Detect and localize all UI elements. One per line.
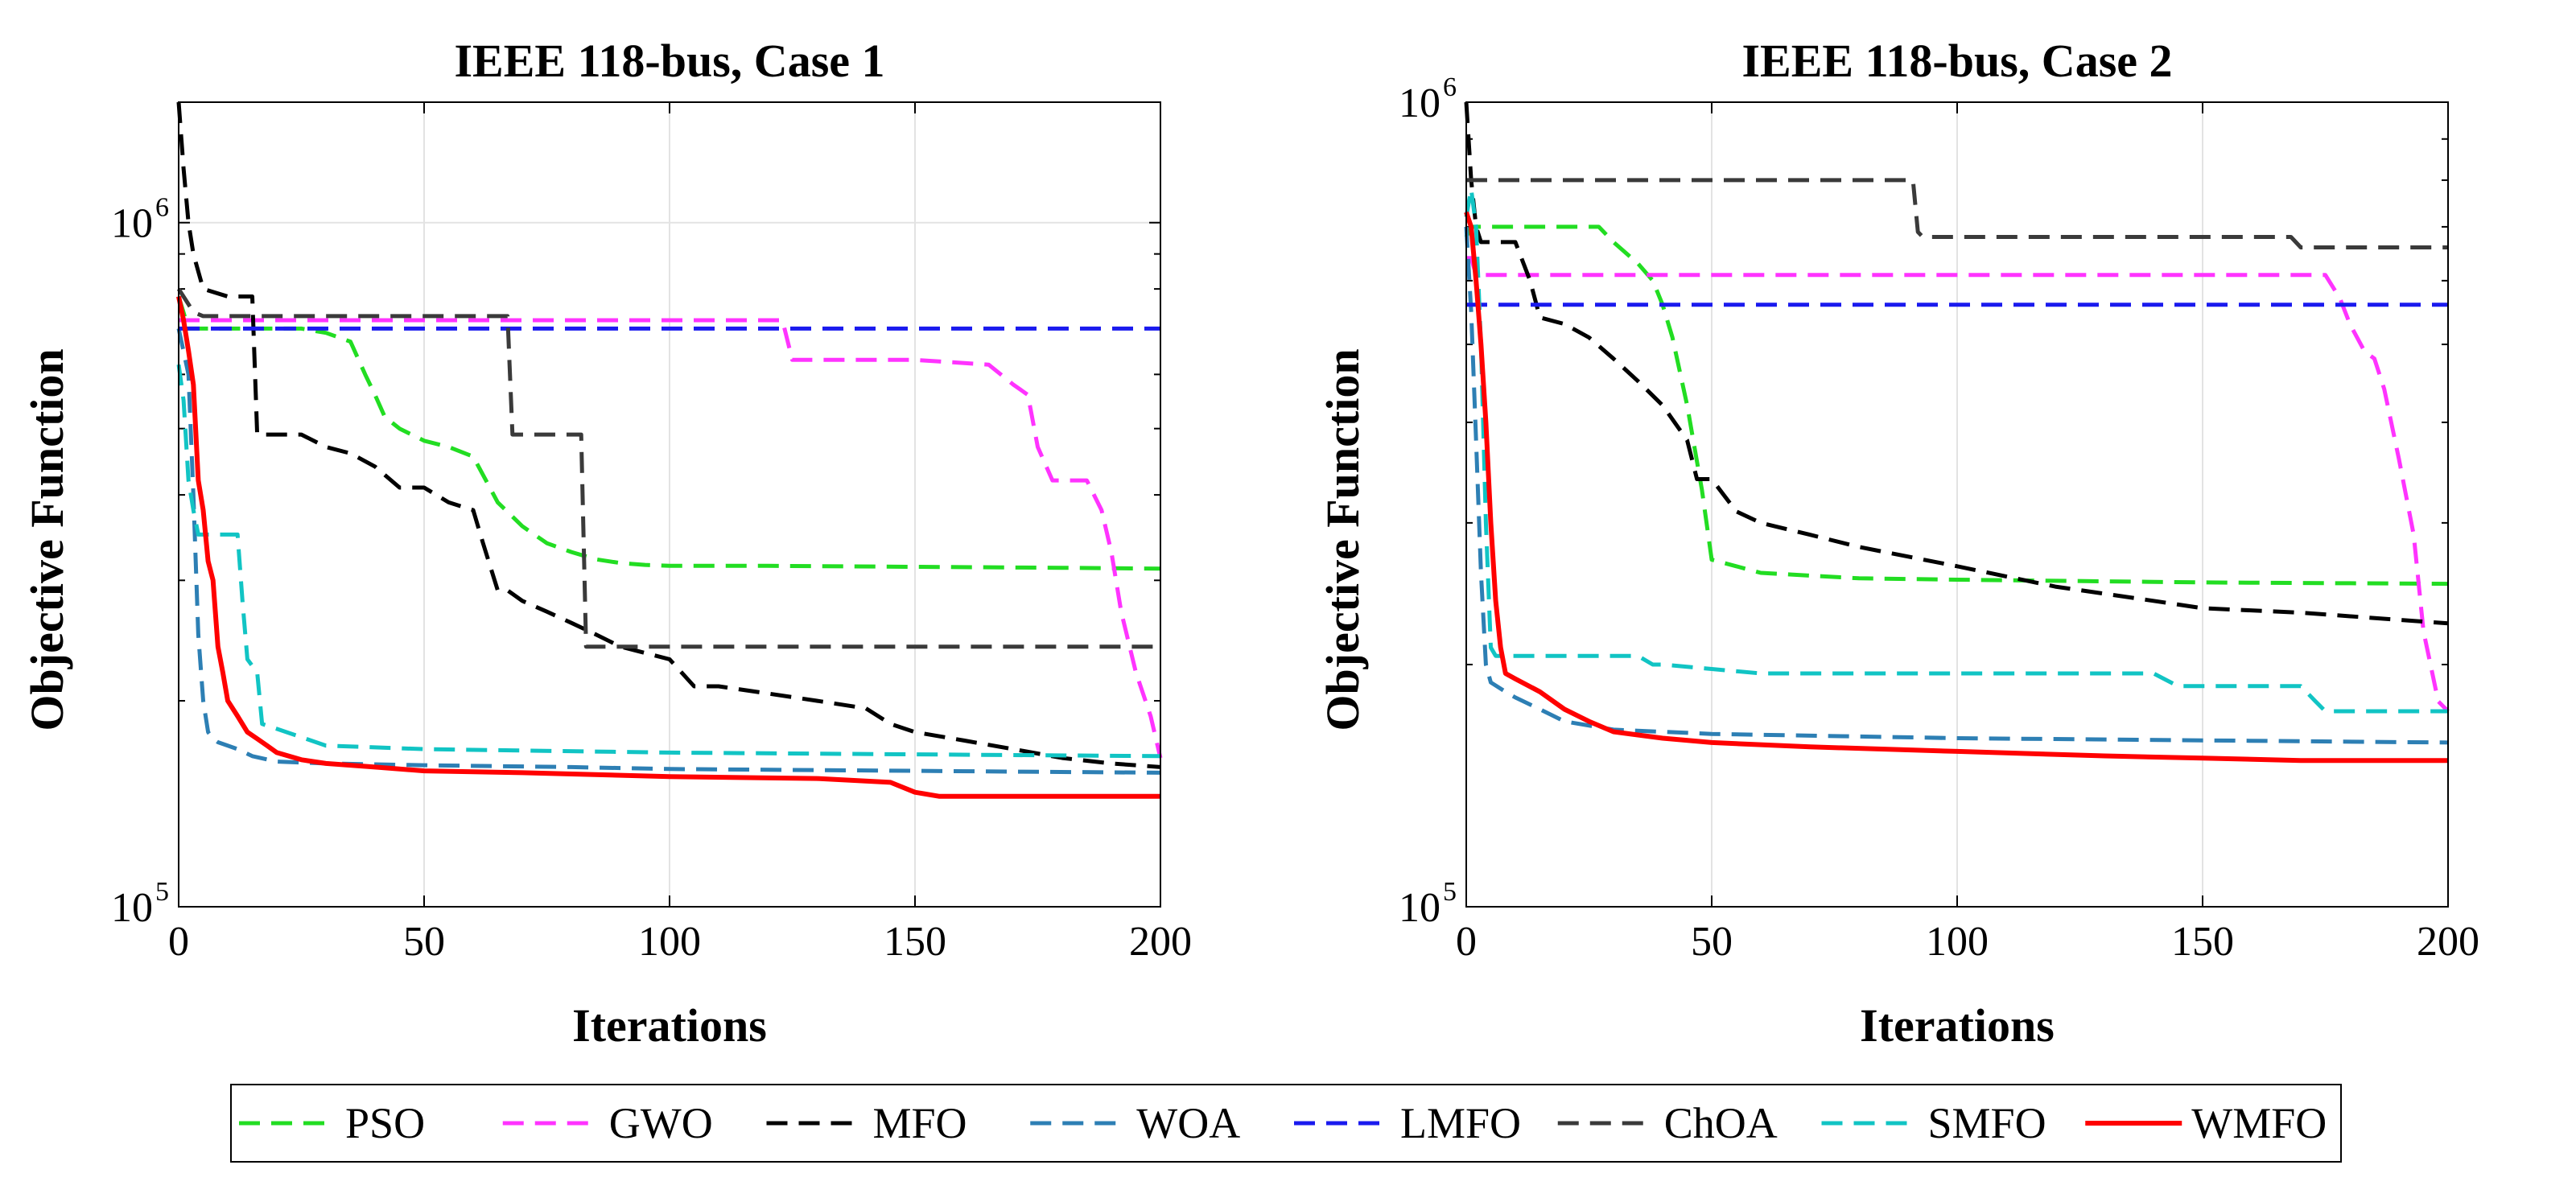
- x-tick-label: 0: [1456, 919, 1477, 965]
- x-tick-label: 50: [403, 919, 445, 965]
- x-tick-label: 100: [638, 919, 701, 965]
- y-axis-label-case-1: Objective Function: [21, 348, 73, 731]
- series-line-pso: [176, 295, 1161, 571]
- chart-title-case-1: IEEE 118-bus, Case 1: [454, 35, 884, 87]
- y-tick-label: 10: [1399, 80, 1440, 126]
- series-line-mfo: [176, 101, 1161, 769]
- legend-label-wmfo: WMFO: [2191, 1099, 2327, 1147]
- plot-case-2: IEEE 118-bus, Case 2 Iterations Objectiv…: [1317, 35, 2479, 1052]
- legend-label-choa: ChOA: [1664, 1099, 1778, 1147]
- series-line-gwo: [179, 318, 1163, 759]
- series-line-choa: [1466, 178, 2448, 249]
- legend-label-woa: WOA: [1136, 1099, 1240, 1147]
- series-line-wmfo: [1464, 211, 2448, 764]
- legend: PSO GWO MFO WOA LMFO ChOA SMFO WMFO: [230, 1084, 2342, 1163]
- x-axis-label-case-2: Iterations: [1860, 999, 2055, 1052]
- x-tick-label: 100: [1926, 919, 1989, 965]
- y-tick-exponent: 6: [155, 193, 169, 223]
- series-line-choa: [176, 287, 1160, 649]
- legend-label-mfo: MFO: [873, 1099, 967, 1147]
- series-line-smfo: [176, 364, 1161, 759]
- legend-label-smfo: SMFO: [1928, 1099, 2046, 1147]
- y-tick-exponent: 5: [1443, 877, 1457, 907]
- plot-case-1: IEEE 118-bus, Case 1 Iterations Objectiv…: [21, 35, 1192, 1052]
- x-tick-label: 50: [1691, 919, 1733, 965]
- x-axis-label-case-1: Iterations: [572, 999, 767, 1052]
- x-tick-label: 150: [884, 919, 946, 965]
- legend-label-gwo: GWO: [609, 1099, 713, 1147]
- series-line-woa: [1464, 226, 2449, 745]
- legend-label-lmfo: LMFO: [1400, 1099, 1521, 1147]
- series-line-woa: [176, 327, 1161, 775]
- y-tick-label: 10: [111, 885, 153, 931]
- plot-area-frame-case-1: [178, 101, 1161, 908]
- x-tick-label: 150: [2171, 919, 2234, 965]
- series-line-smfo: [1464, 187, 2448, 714]
- y-tick-label: 10: [111, 201, 153, 247]
- series-line-wmfo: [176, 295, 1160, 799]
- y-axis-label-case-2: Objective Function: [1317, 348, 1369, 731]
- y-tick-label: 10: [1399, 885, 1440, 931]
- x-tick-label: 200: [2417, 919, 2479, 965]
- x-tick-label: 200: [1129, 919, 1192, 965]
- series-line-pso: [1464, 224, 2449, 587]
- x-tick-label: 0: [168, 919, 189, 965]
- y-tick-exponent: 5: [155, 877, 169, 907]
- series-line-mfo: [1464, 101, 2449, 626]
- y-tick-exponent: 6: [1443, 72, 1457, 102]
- plot-area-frame-case-2: [1465, 101, 2449, 908]
- series-line-gwo: [1466, 256, 2450, 713]
- chart-title-case-2: IEEE 118-bus, Case 2: [1741, 35, 2172, 87]
- legend-label-pso: PSO: [345, 1099, 425, 1147]
